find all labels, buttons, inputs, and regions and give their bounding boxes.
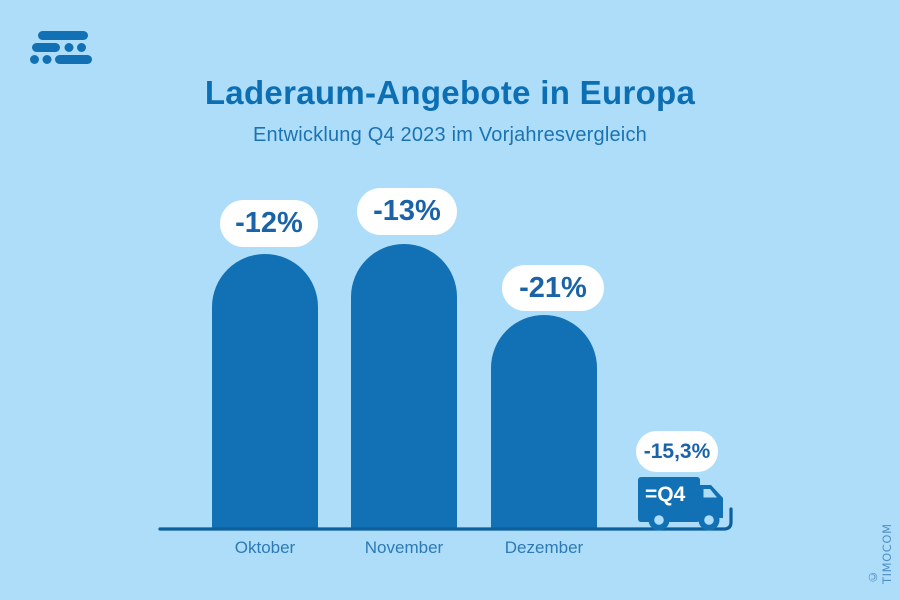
truck-q4-label: =Q4 xyxy=(645,483,686,506)
value-bubble-q4-summary: -15,3% xyxy=(636,431,718,472)
x-axis-baseline xyxy=(158,507,733,531)
value-bubble-dezember: -21% xyxy=(502,265,604,311)
x-label-oktober: Oktober xyxy=(234,538,296,557)
value-bubble-oktober: -12% xyxy=(220,200,318,247)
timocom-logo-icon xyxy=(30,31,92,64)
value-bubble-november: -13% xyxy=(357,188,457,235)
value-label-dezember: -21% xyxy=(519,271,587,304)
x-label-november: November xyxy=(364,538,444,557)
truck-icon: =Q4 xyxy=(638,477,723,531)
value-label-q4-summary: -15,3% xyxy=(643,439,711,463)
value-label-oktober: -12% xyxy=(235,207,303,239)
value-label-november: -13% xyxy=(373,195,441,227)
bar-november xyxy=(351,244,457,529)
chart-subtitle: Entwicklung Q4 2023 im Vorjahresvergleic… xyxy=(253,124,647,146)
bar-dezember xyxy=(491,315,597,529)
copyright-note: © TIMOCOM xyxy=(866,523,894,584)
x-label-dezember: Dezember xyxy=(504,538,584,557)
bar-oktober xyxy=(212,254,318,529)
chart-title: Laderaum-Angebote in Europa xyxy=(204,74,696,111)
